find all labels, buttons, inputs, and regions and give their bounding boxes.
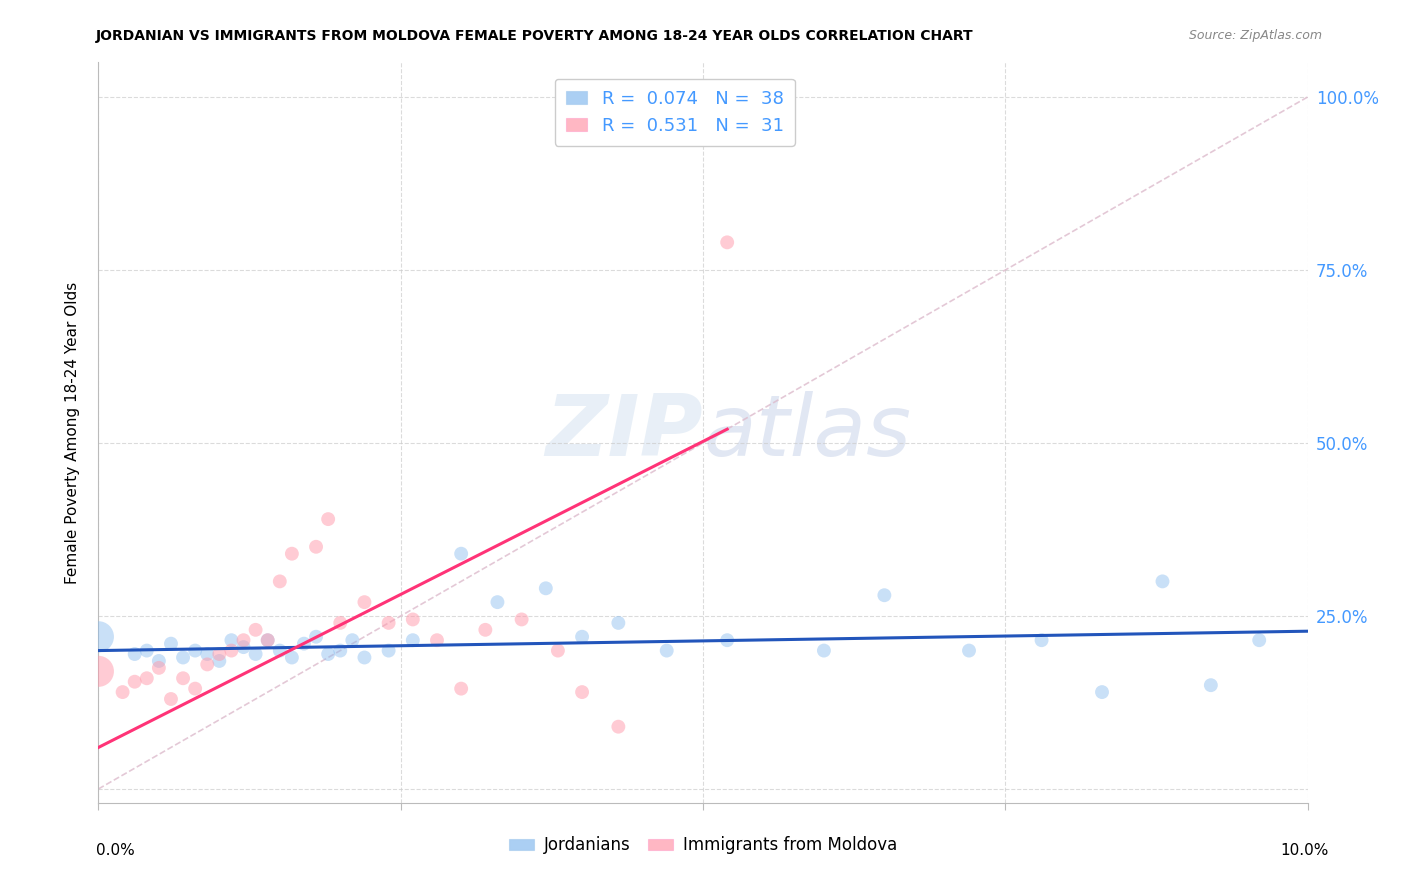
Point [873,588,896,602]
Point [172,650,194,665]
Point [426,633,449,648]
Point [716,633,738,648]
Point [547,643,569,657]
Point [1152,574,1174,589]
Point [292,637,315,651]
Text: 10.0%: 10.0% [1281,843,1329,858]
Point [208,654,231,668]
Point [221,643,243,657]
Point [148,661,170,675]
Text: 0.0%: 0.0% [96,843,135,858]
Point [342,633,364,648]
Point [172,671,194,685]
Point [160,692,183,706]
Point [195,647,218,661]
Text: Source: ZipAtlas.com: Source: ZipAtlas.com [1188,29,1322,42]
Text: ZIP: ZIP [546,391,703,475]
Point [281,547,304,561]
Point [402,633,425,648]
Legend: Jordanians, Immigrants from Moldova: Jordanians, Immigrants from Moldova [502,830,904,861]
Point [208,647,231,661]
Point [124,647,146,661]
Point [571,685,593,699]
Point [135,643,157,657]
Point [124,674,146,689]
Point [1249,633,1271,648]
Point [245,647,267,661]
Point [716,235,738,250]
Point [281,650,304,665]
Point [232,640,254,654]
Point [957,643,980,657]
Point [353,595,375,609]
Point [305,540,328,554]
Point [668,118,690,132]
Text: JORDANIAN VS IMMIGRANTS FROM MOLDOVA FEMALE POVERTY AMONG 18-24 YEAR OLDS CORREL: JORDANIAN VS IMMIGRANTS FROM MOLDOVA FEM… [96,29,973,43]
Point [402,612,425,626]
Point [256,633,278,648]
Point [135,671,157,685]
Point [245,623,267,637]
Point [1091,685,1114,699]
Point [111,685,134,699]
Point [87,630,110,644]
Point [269,643,291,657]
Point [486,595,509,609]
Point [221,633,243,648]
Point [353,650,375,665]
Point [184,643,207,657]
Point [329,643,352,657]
Point [87,665,110,679]
Point [474,623,496,637]
Point [316,512,339,526]
Point [607,615,630,630]
Point [160,637,183,651]
Point [510,612,533,626]
Point [1199,678,1222,692]
Point [655,643,678,657]
Point [195,657,218,672]
Point [377,615,399,630]
Point [377,643,399,657]
Point [450,547,472,561]
Text: atlas: atlas [703,391,911,475]
Point [534,582,557,596]
Point [1031,633,1053,648]
Point [269,574,291,589]
Point [813,643,835,657]
Point [184,681,207,696]
Point [232,633,254,648]
Point [305,630,328,644]
Point [607,720,630,734]
Point [316,647,339,661]
Point [329,615,352,630]
Point [256,633,278,648]
Point [450,681,472,696]
Point [571,630,593,644]
Point [148,654,170,668]
Y-axis label: Female Poverty Among 18-24 Year Olds: Female Poverty Among 18-24 Year Olds [65,282,80,583]
